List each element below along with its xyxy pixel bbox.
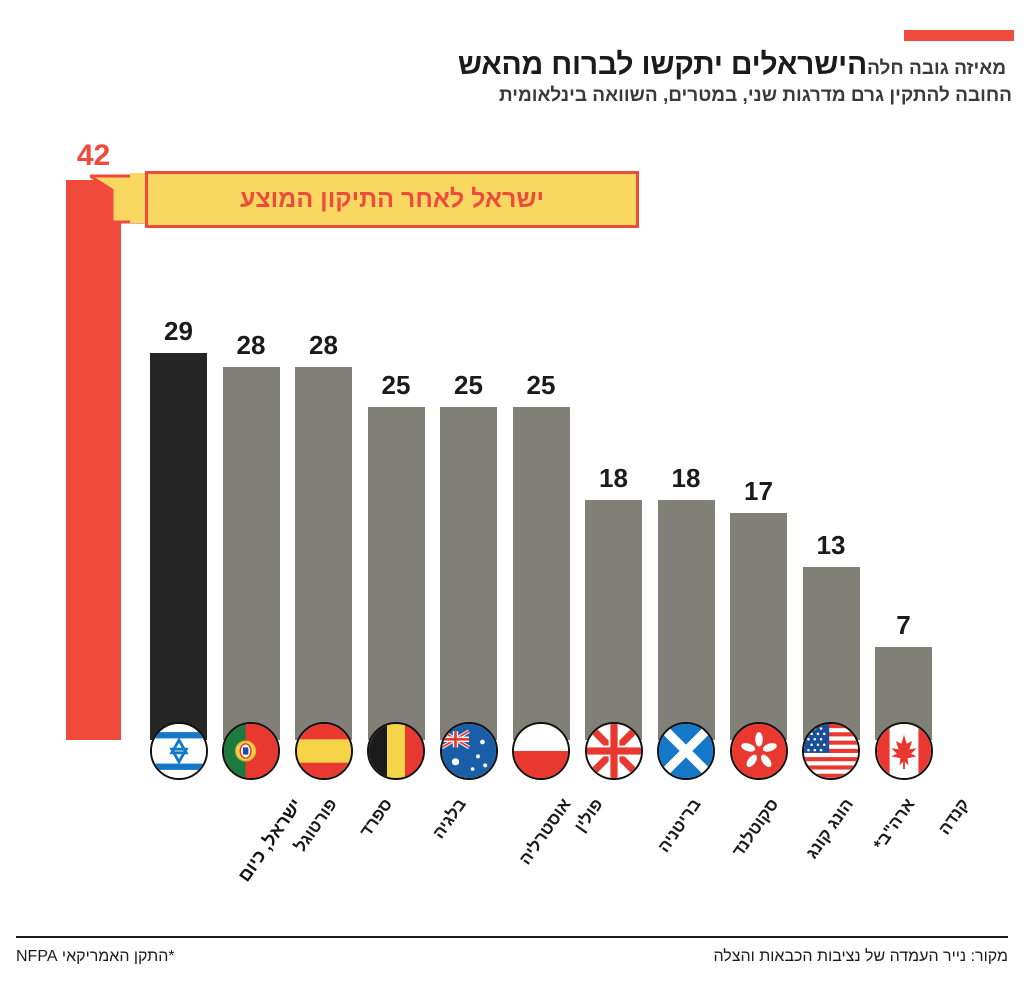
page-subtitle: החובה להתקין גרם מדרגות שני, במטרים, השו… (498, 84, 1012, 106)
bar-rect (440, 406, 497, 740)
footer: מקור: נייר העמדה של נציבות הכבאות והצלה … (16, 948, 1008, 966)
israel-flag-icon (149, 722, 208, 780)
x-axis-label: ארה"ב* (869, 795, 919, 854)
bar-value-label: 28 (236, 329, 266, 360)
bar-group: 7 (875, 607, 932, 740)
bar-group: 28 (222, 327, 280, 740)
bar-group: 42 (66, 140, 121, 740)
bar-group: 28 (295, 327, 352, 740)
bar-value-label: 25 (381, 369, 411, 400)
title-main-text: הישראלים יתקשו לברוח מהאש (457, 48, 868, 81)
x-axis-label: ספרד (355, 795, 396, 841)
footer-divider (16, 936, 1008, 938)
footer-source: מקור: נייר העמדה של נציבות הכבאות והצלה (713, 948, 1008, 965)
x-axis-label: אוסטרליה (514, 795, 575, 869)
portugal-flag-icon (222, 722, 280, 780)
header: מאיזה גובה חלההישראלים יתקשו לברוח מהאש … (200, 48, 1012, 107)
bar-rect (657, 500, 715, 740)
x-axis-label: הונג קונג (801, 795, 857, 863)
bar-chart: 42 29 28 28 25 25 25 18 18 17 13 7 (0, 90, 1024, 740)
bar-group: 25 (440, 367, 497, 740)
hongkong-flag-icon (729, 722, 788, 780)
x-axis-label: סקוטלנד (728, 795, 783, 861)
belgium-flag-icon (367, 722, 425, 780)
callout-box: ישראל לאחר התיקון המוצע (145, 171, 639, 228)
bar-value-label: 25 (454, 369, 483, 400)
bar-group: 18 (657, 460, 715, 740)
bar-rect (66, 180, 121, 740)
bar-rect (295, 366, 352, 740)
bar-value-label: 7 (896, 609, 911, 640)
bar-rect (730, 513, 787, 740)
poland-flag-icon (512, 722, 570, 780)
bar-group: 17 (730, 473, 787, 740)
bar-value-label: 29 (164, 316, 193, 347)
callout-label: ישראל לאחר התיקון המוצע (239, 185, 545, 213)
bar-rect (802, 566, 860, 740)
bar-group: 25 (512, 367, 570, 740)
bar-group: 25 (367, 367, 425, 740)
scotland-flag-icon (657, 722, 715, 780)
x-axis-label: פולין (570, 795, 607, 836)
bar-value-label: 42 (76, 139, 111, 172)
footer-note: *התקן האמריקאי NFPA (16, 948, 175, 965)
bar-value-label: 13 (816, 529, 846, 560)
callout-pointer-icon (90, 173, 150, 224)
canada-flag-icon (874, 722, 933, 780)
usa-flag-icon (802, 722, 860, 780)
bar-rect (150, 353, 207, 740)
spain-flag-icon (294, 722, 353, 780)
bar-rect (512, 406, 570, 740)
bar-value-label: 17 (744, 476, 773, 507)
bar-value-label: 18 (671, 463, 701, 493)
bar-group: 18 (585, 460, 642, 740)
bar-value-label: 18 (599, 463, 628, 493)
page-title: מאיזה גובה חלההישראלים יתקשו לברוח מהאש (200, 48, 1012, 82)
x-axis-label: קנדה (934, 795, 973, 839)
bar-rect (585, 500, 642, 740)
title-subtext: מאיזה גובה חלה (867, 58, 1006, 79)
bar-value-label: 28 (309, 329, 338, 360)
bar-rect (222, 366, 280, 740)
australia-flag-icon (439, 722, 498, 780)
bar-value-label: 25 (526, 369, 556, 400)
x-axis-label: בלגיה (428, 795, 470, 843)
uk-flag-icon (584, 722, 643, 780)
bar-rect (367, 406, 425, 740)
x-axis-label: בריטניה (653, 795, 705, 856)
bar-group: 13 (802, 527, 860, 740)
bar-group: 29 (150, 313, 207, 740)
accent-bar (904, 30, 1014, 41)
